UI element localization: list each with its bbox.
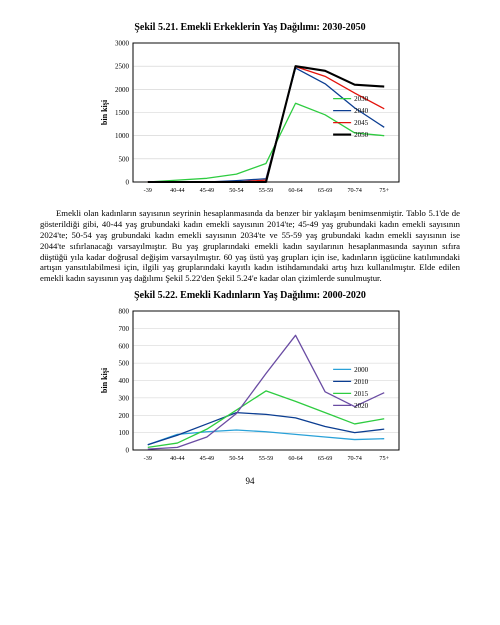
svg-text:300: 300 xyxy=(119,395,130,403)
svg-text:50-54: 50-54 xyxy=(229,187,243,194)
svg-text:500: 500 xyxy=(119,155,130,163)
svg-text:1000: 1000 xyxy=(115,132,130,140)
svg-text:bin kişi: bin kişi xyxy=(100,99,109,125)
svg-text:2020: 2020 xyxy=(354,402,369,410)
body-paragraph: Emekli olan kadınların sayısının seyrini… xyxy=(40,208,460,284)
svg-text:70-74: 70-74 xyxy=(347,455,361,462)
svg-text:55-59: 55-59 xyxy=(259,187,273,194)
svg-text:bin kişi: bin kişi xyxy=(100,367,109,393)
svg-text:55-59: 55-59 xyxy=(259,455,273,462)
svg-text:50-54: 50-54 xyxy=(229,455,243,462)
svg-text:40-44: 40-44 xyxy=(170,455,184,462)
chart2-title: Şekil 5.22. Emekli Kadınların Yaş Dağılı… xyxy=(40,290,460,301)
svg-text:0: 0 xyxy=(126,447,130,455)
svg-text:0: 0 xyxy=(126,179,130,187)
svg-text:3000: 3000 xyxy=(115,40,130,48)
svg-text:65-69: 65-69 xyxy=(318,455,332,462)
svg-text:75+: 75+ xyxy=(379,455,389,462)
svg-text:2015: 2015 xyxy=(354,390,369,398)
svg-text:-39: -39 xyxy=(144,455,152,462)
svg-text:2050: 2050 xyxy=(354,131,369,139)
svg-text:45-49: 45-49 xyxy=(200,455,214,462)
svg-text:75+: 75+ xyxy=(379,187,389,194)
svg-text:200: 200 xyxy=(119,412,130,420)
svg-text:60-64: 60-64 xyxy=(288,455,302,462)
svg-text:2030: 2030 xyxy=(354,95,369,103)
svg-text:800: 800 xyxy=(119,308,130,316)
svg-text:100: 100 xyxy=(119,429,130,437)
svg-text:2500: 2500 xyxy=(115,63,130,71)
svg-text:2045: 2045 xyxy=(354,119,369,127)
svg-text:40-44: 40-44 xyxy=(170,187,184,194)
svg-text:600: 600 xyxy=(119,342,130,350)
svg-text:45-49: 45-49 xyxy=(200,187,214,194)
chart2-container: 0 100 200 300 400 500 600 700 800 -39 40-44 45-49 50… xyxy=(95,305,405,470)
chart1-container: 0 500 1000 1500 2000 2500 3000 -39 40-44 45-49 50-… xyxy=(95,37,405,202)
svg-text:1500: 1500 xyxy=(115,109,130,117)
chart2-svg: 0 100 200 300 400 500 600 700 800 -39 40-44 45-49 50… xyxy=(95,305,405,470)
svg-text:500: 500 xyxy=(119,360,130,368)
svg-text:60-64: 60-64 xyxy=(288,187,302,194)
chart1-title: Şekil 5.21. Emekli Erkeklerin Yaş Dağılı… xyxy=(40,22,460,33)
svg-text:65-69: 65-69 xyxy=(318,187,332,194)
svg-text:700: 700 xyxy=(119,325,130,333)
svg-text:-39: -39 xyxy=(144,187,152,194)
chart1-svg: 0 500 1000 1500 2000 2500 3000 -39 40-44 45-49 50-… xyxy=(95,37,405,202)
svg-text:400: 400 xyxy=(119,377,130,385)
svg-text:70-74: 70-74 xyxy=(347,187,361,194)
svg-text:2000: 2000 xyxy=(115,86,130,94)
svg-text:2000: 2000 xyxy=(354,366,369,374)
svg-text:2040: 2040 xyxy=(354,107,369,115)
svg-text:2010: 2010 xyxy=(354,378,369,386)
page-number: 94 xyxy=(40,476,460,486)
